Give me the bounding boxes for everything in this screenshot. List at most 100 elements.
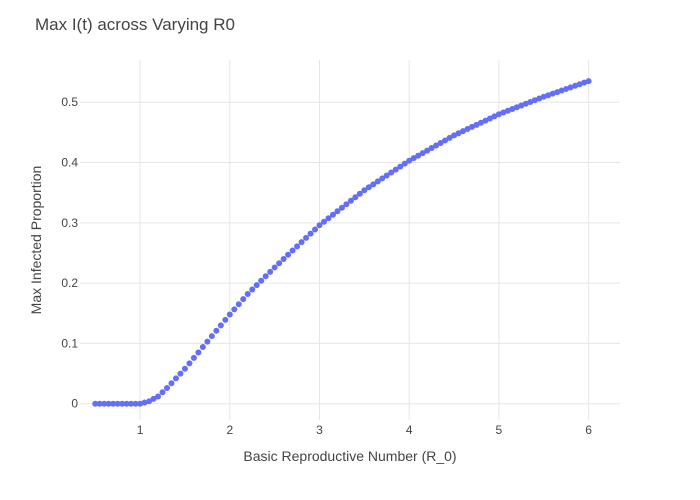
data-point xyxy=(294,243,301,250)
data-point xyxy=(347,197,354,204)
data-point xyxy=(289,247,296,254)
data-point xyxy=(442,137,449,144)
data-point xyxy=(303,234,310,241)
data-point xyxy=(468,123,475,130)
data-point xyxy=(105,400,112,407)
data-point xyxy=(155,393,162,400)
data-point xyxy=(392,166,399,173)
data-point xyxy=(415,152,422,159)
x-tick-label: 3 xyxy=(316,423,323,437)
data-point xyxy=(249,286,256,293)
data-point xyxy=(522,100,529,107)
data-point xyxy=(320,218,327,225)
data-point xyxy=(446,134,453,141)
data-point xyxy=(141,399,148,406)
x-tick-labels: 1 2 3 4 5 6 xyxy=(137,423,593,437)
x-tick-label: 6 xyxy=(585,423,592,437)
data-point xyxy=(181,365,188,372)
data-points xyxy=(92,78,592,407)
y-tick-label: 0 xyxy=(71,397,78,411)
data-point xyxy=(513,104,520,111)
data-point xyxy=(164,385,171,392)
data-point xyxy=(585,78,592,85)
data-point xyxy=(222,316,229,323)
x-tick-label: 4 xyxy=(406,423,413,437)
data-point xyxy=(204,338,211,345)
data-point xyxy=(406,157,413,164)
data-point xyxy=(428,145,435,152)
data-point xyxy=(177,370,184,377)
data-point xyxy=(397,163,404,170)
data-point xyxy=(455,130,462,137)
data-point xyxy=(388,169,395,176)
data-point xyxy=(460,128,467,135)
data-point xyxy=(433,142,440,149)
y-axis-label: Max Infected Proportion xyxy=(28,166,44,315)
data-point xyxy=(361,187,368,194)
data-point xyxy=(477,119,484,126)
data-point xyxy=(199,344,206,351)
data-point xyxy=(96,400,103,407)
grid xyxy=(80,60,620,420)
data-point xyxy=(451,132,458,139)
data-point xyxy=(150,395,157,402)
data-point xyxy=(486,115,493,122)
data-point xyxy=(119,400,126,407)
data-point xyxy=(316,222,323,229)
data-point xyxy=(365,184,372,191)
data-point xyxy=(482,117,489,124)
data-point xyxy=(307,230,314,237)
data-point xyxy=(128,400,135,407)
data-point xyxy=(491,113,498,120)
data-point xyxy=(285,251,292,258)
data-point xyxy=(464,126,471,133)
x-tick-label: 2 xyxy=(226,423,233,437)
data-point xyxy=(312,226,319,233)
data-point xyxy=(123,400,130,407)
data-point xyxy=(410,155,417,162)
data-point xyxy=(253,282,260,289)
y-tick-label: 0.5 xyxy=(61,95,78,109)
data-point xyxy=(110,400,117,407)
data-point xyxy=(419,150,426,157)
data-point xyxy=(101,400,108,407)
data-point xyxy=(329,211,336,218)
data-point xyxy=(226,311,233,318)
data-point xyxy=(495,111,502,118)
data-point xyxy=(195,349,202,356)
data-point xyxy=(374,178,381,185)
data-point xyxy=(370,181,377,188)
data-point xyxy=(352,194,359,201)
data-point xyxy=(531,97,538,104)
data-point xyxy=(114,400,121,407)
data-point xyxy=(92,400,99,407)
data-point xyxy=(132,400,139,407)
data-point xyxy=(231,306,238,313)
data-point xyxy=(379,175,386,182)
data-point xyxy=(401,160,408,167)
x-tick-label: 5 xyxy=(496,423,503,437)
data-point xyxy=(437,139,444,146)
data-point xyxy=(424,147,431,154)
data-point xyxy=(325,215,332,222)
data-point xyxy=(258,277,265,284)
data-point xyxy=(213,327,220,334)
data-point xyxy=(262,273,269,280)
data-point xyxy=(271,264,278,271)
y-tick-label: 0.1 xyxy=(61,336,78,350)
data-point xyxy=(146,398,153,405)
data-point xyxy=(334,208,341,215)
data-point xyxy=(217,322,224,329)
data-point xyxy=(168,380,175,387)
data-point xyxy=(235,301,242,308)
y-tick-label: 0.4 xyxy=(61,156,78,170)
chart-title: Max I(t) across Varying R0 xyxy=(35,15,235,34)
data-point xyxy=(343,201,350,208)
data-point xyxy=(172,375,179,382)
data-point xyxy=(298,239,305,246)
data-point xyxy=(190,354,197,361)
y-tick-label: 0.3 xyxy=(61,216,78,230)
x-tick-label: 1 xyxy=(137,423,144,437)
data-point xyxy=(338,204,345,211)
